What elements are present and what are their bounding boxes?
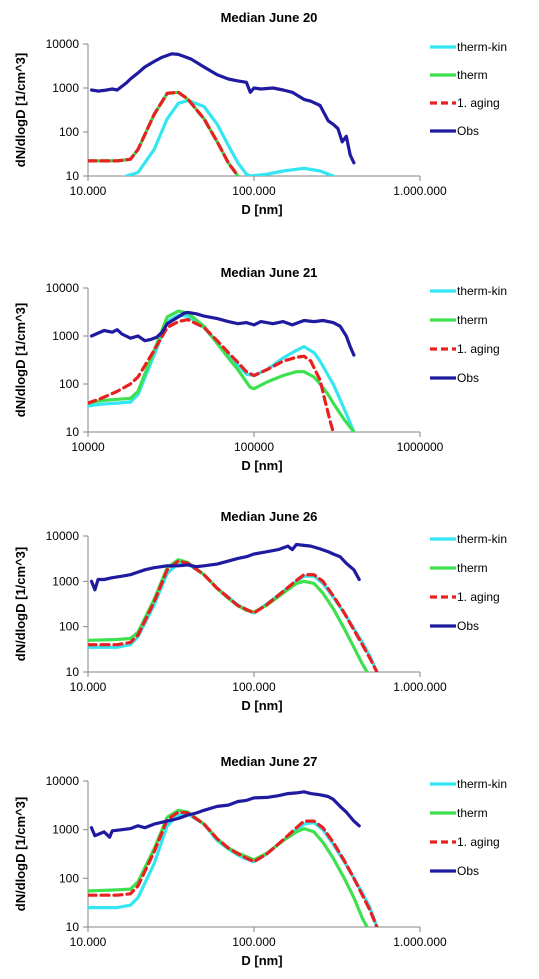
legend-label: therm: [457, 313, 488, 327]
y-tick-label: 1000: [52, 574, 79, 588]
legend-label: 1. aging: [457, 590, 500, 604]
y-tick-label: 1000: [52, 329, 79, 343]
legend-label: therm: [457, 68, 488, 82]
chart-title: Median June 21: [221, 265, 318, 280]
x-axis-title: D [nm]: [241, 202, 282, 217]
series-line-1-aging: [88, 318, 335, 432]
legend-label: Obs: [457, 864, 479, 878]
chart-panel-4: Median June 27 10 100 1000 10000 10.000 100.00…: [13, 754, 507, 968]
series-line-therm: [88, 90, 240, 176]
legend-label: therm: [457, 806, 488, 820]
series-line-therm-kin: [88, 313, 356, 432]
y-tick-label: 1000: [52, 81, 79, 95]
series-line-therm: [88, 558, 369, 672]
legend-label: therm-kin: [457, 777, 507, 791]
x-tick-label: 100000: [234, 440, 274, 454]
y-tick-label: 1000: [52, 823, 79, 837]
series-line-therm-kin: [88, 812, 379, 927]
x-tick-label: 100.000: [232, 184, 276, 198]
legend-label: 1. aging: [457, 835, 500, 849]
series-line-obs: [89, 52, 356, 165]
x-tick-label: 10000: [71, 440, 105, 454]
y-tick-label: 100: [59, 377, 79, 391]
x-tick-label: 1.000.000: [393, 935, 447, 949]
y-tick-label: 10: [66, 665, 80, 679]
series-line-1-aging: [88, 810, 379, 927]
legend-label: therm-kin: [457, 284, 507, 298]
legend-label: 1. aging: [457, 342, 500, 356]
series-line-1-aging: [88, 90, 240, 176]
series-line-obs: [89, 310, 356, 357]
legend-label: therm-kin: [457, 40, 507, 54]
legend-label: Obs: [457, 619, 479, 633]
series-line-obs: [89, 790, 361, 839]
series-line-obs: [89, 542, 361, 592]
x-tick-label: 1000000: [397, 440, 444, 454]
y-tick-label: 10000: [46, 529, 80, 543]
chart-title: Median June 20: [221, 10, 318, 25]
x-tick-label: 10.000: [70, 935, 107, 949]
y-axis-title: dN/dlogD [1/cm^3]: [13, 53, 28, 168]
legend-label: therm: [457, 561, 488, 575]
y-tick-label: 10: [66, 169, 80, 183]
y-tick-label: 10: [66, 425, 80, 439]
x-axis-title: D [nm]: [241, 458, 282, 473]
x-tick-label: 100.000: [232, 935, 276, 949]
series-line-therm-kin: [88, 561, 379, 672]
x-axis-title: D [nm]: [241, 953, 282, 968]
chart-title: Median June 26: [221, 509, 318, 524]
x-tick-label: 1.000.000: [393, 184, 447, 198]
y-tick-label: 10: [66, 920, 80, 934]
legend-label: 1. aging: [457, 96, 500, 110]
x-axis-title: D [nm]: [241, 698, 282, 713]
chart-title: Median June 27: [221, 754, 318, 769]
legend-label: Obs: [457, 371, 479, 385]
chart-panel-2: Median June 21 10 100 1000 10000 10000 100000 1…: [13, 265, 507, 473]
x-tick-label: 100.000: [232, 680, 276, 694]
y-axis-title: dN/dlogD [1/cm^3]: [13, 797, 28, 912]
legend-label: Obs: [457, 124, 479, 138]
y-axis-title: dN/dlogD [1/cm^3]: [13, 547, 28, 662]
y-tick-label: 10000: [46, 281, 80, 295]
y-tick-label: 100: [59, 871, 79, 885]
chart-panel-1: Median June 20 10 100 1000 10000 10.000 100.00…: [13, 10, 507, 217]
chart-panel-3: Median June 26 10 100 1000 10000 10.000 100.00…: [13, 509, 507, 713]
y-tick-label: 10000: [46, 774, 80, 788]
x-tick-label: 10.000: [70, 680, 107, 694]
x-tick-label: 10.000: [70, 184, 107, 198]
series-line-therm: [88, 309, 356, 432]
y-tick-label: 100: [59, 125, 79, 139]
series-line-1-aging: [88, 559, 379, 672]
y-axis-title: dN/dlogD [1/cm^3]: [13, 303, 28, 418]
legend-label: therm-kin: [457, 532, 507, 546]
y-tick-label: 100: [59, 620, 79, 634]
series-line-therm-kin: [124, 98, 335, 176]
x-tick-label: 1.000.000: [393, 680, 447, 694]
y-tick-label: 10000: [46, 37, 80, 51]
